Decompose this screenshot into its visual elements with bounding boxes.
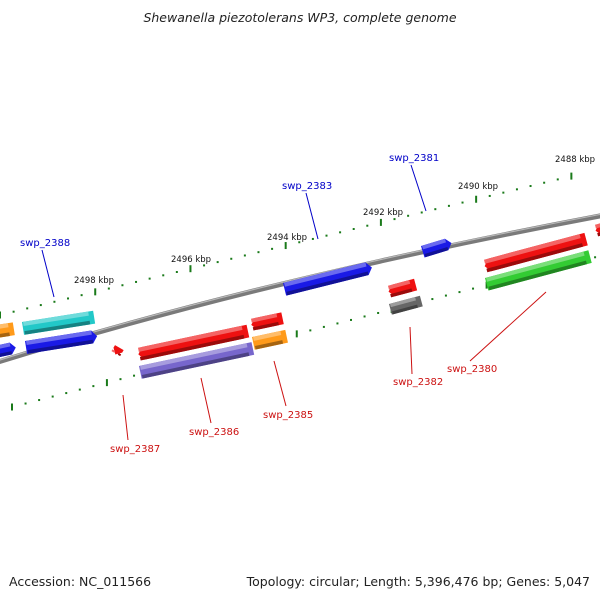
- gene-red-gene-middle[interactable]: [137, 324, 250, 361]
- kbp-label: 2490 kbp: [458, 182, 498, 192]
- gene-swp_2386[interactable]: [139, 342, 255, 379]
- gene-swp_2388[interactable]: [25, 330, 98, 354]
- leader-line: [200, 377, 212, 424]
- leader-line: [41, 249, 55, 298]
- leader-line: [122, 394, 129, 441]
- leader-line: [305, 192, 319, 240]
- gene-swp_2382[interactable]: [387, 278, 418, 298]
- gene-label-swp-2385[interactable]: swp_2385: [263, 410, 313, 421]
- gene-gray-gene[interactable]: [389, 295, 423, 315]
- accession-text: Accession: NC_011566: [9, 574, 152, 589]
- leader-line: [410, 164, 427, 212]
- kbp-label: 2488 kbp: [555, 155, 595, 165]
- gene-label-swp-2380[interactable]: swp_2380: [447, 364, 497, 375]
- kbp-label: 2498 kbp: [74, 276, 114, 286]
- gene-orange-gene-left[interactable]: [0, 322, 15, 338]
- gene-red-gene-edge-right[interactable]: [594, 221, 600, 237]
- kbp-label: 2492 kbp: [363, 208, 403, 218]
- gene-swp_2380[interactable]: [485, 250, 592, 291]
- gene-features: [0, 221, 600, 379]
- genome-title: Shewanella piezotolerans WP3, complete g…: [143, 10, 457, 25]
- label-leader-lines: [41, 164, 547, 441]
- scale-ticks-outer: [0, 172, 573, 319]
- leader-line: [273, 360, 287, 407]
- gene-swp_2381[interactable]: [421, 237, 453, 258]
- gene-red-gene-upper-right[interactable]: [483, 232, 588, 273]
- gene-label-swp-2388[interactable]: swp_2388: [20, 238, 70, 249]
- kbp-label: 2494 kbp: [267, 233, 307, 243]
- gene-teal-gene[interactable]: [22, 310, 96, 335]
- gene-label-swp-2386[interactable]: swp_2386: [189, 427, 239, 438]
- gene-label-swp-2387[interactable]: swp_2387: [110, 444, 160, 455]
- gene-swp_2383[interactable]: [283, 261, 373, 296]
- gene-blue-gene-left-edge[interactable]: [0, 342, 17, 358]
- gene-swp_2385[interactable]: [252, 329, 288, 350]
- kbp-label: 2496 kbp: [171, 255, 211, 265]
- gene-label-swp-2383[interactable]: swp_2383: [282, 181, 332, 192]
- gene-label-swp-2381[interactable]: swp_2381: [389, 153, 439, 164]
- gene-red-gene-small[interactable]: [250, 312, 284, 331]
- topology-text: Topology: circular; Length: 5,396,476 bp…: [246, 574, 590, 589]
- gene-label-swp-2382[interactable]: swp_2382: [393, 377, 443, 388]
- gene-swp_2387[interactable]: [111, 345, 124, 357]
- leader-line: [409, 326, 413, 375]
- leader-line: [469, 291, 547, 362]
